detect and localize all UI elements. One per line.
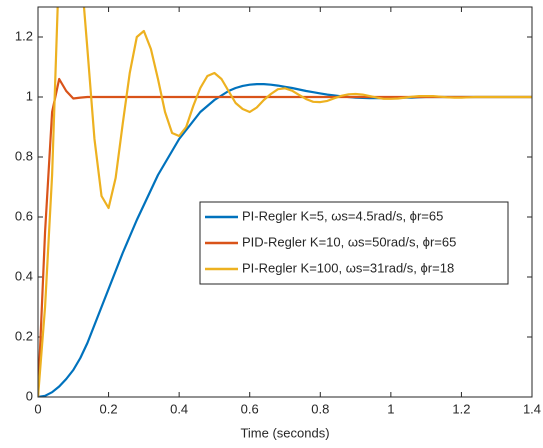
legend-box — [199, 201, 509, 285]
x-tick-label: 1.2 — [452, 401, 470, 416]
y-tick-label: 0.6 — [15, 208, 33, 223]
y-tick-label: 1 — [26, 88, 33, 103]
legend-label: PID-Regler K=10, ωs=50rad/s, ϕr=65 — [242, 234, 456, 249]
y-tick-label: 0.8 — [15, 148, 33, 163]
plot-clip — [38, 7, 532, 397]
x-tick-label: 1.4 — [523, 401, 541, 416]
x-axis-label: Time (seconds) — [240, 425, 329, 440]
y-tick-label: 0 — [26, 388, 33, 403]
x-tick-label: 0.4 — [170, 401, 188, 416]
axes-box — [37, 6, 533, 398]
y-tick-label: 1.2 — [15, 28, 33, 43]
line-series — [38, 7, 532, 397]
y-tick-label: 0.2 — [15, 328, 33, 343]
x-tick-label: 0.8 — [311, 401, 329, 416]
x-tick-label: 0.6 — [241, 401, 259, 416]
y-tick-label: 0.4 — [15, 268, 33, 283]
x-tick-label: 0.2 — [100, 401, 118, 416]
legend-label: PI-Regler K=100, ωs=31rad/s, ϕr=18 — [242, 260, 454, 275]
x-tick-label: 1 — [387, 401, 394, 416]
legend-label: PI-Regler K=5, ωs=4.5rad/s, ϕr=65 — [242, 208, 443, 223]
x-tick-label: 0 — [34, 401, 41, 416]
